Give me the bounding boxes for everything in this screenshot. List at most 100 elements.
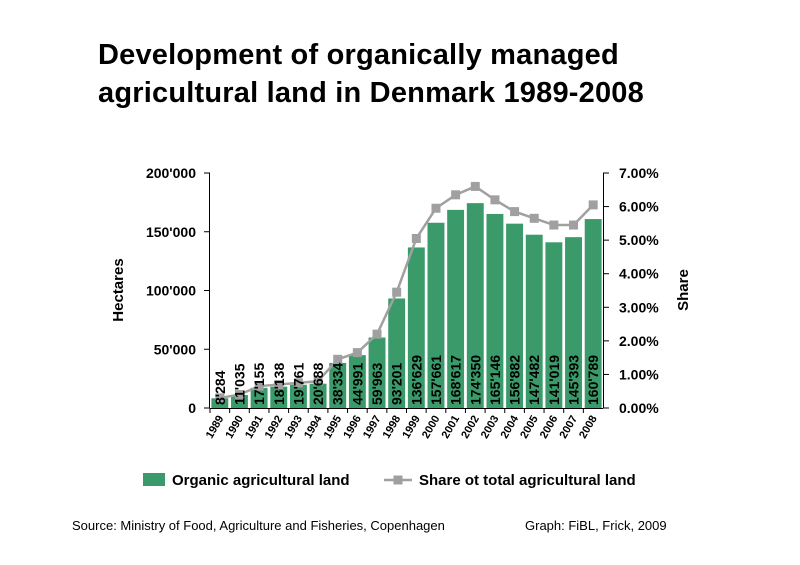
source-note: Source: Ministry of Food, Agriculture an… (72, 518, 445, 533)
data-label-2004: 156'882 (507, 355, 523, 405)
data-label-2003: 165'146 (487, 355, 503, 405)
data-label-1995: 38'334 (330, 363, 346, 405)
y2-tick-label-7: 7.00% (619, 165, 659, 181)
data-label-1992: 18'138 (271, 363, 287, 405)
bar-2006 (545, 242, 563, 408)
bar-2002 (466, 203, 484, 408)
bar-1991 (250, 387, 268, 408)
y2-tick-label-6: 6.00% (619, 199, 659, 215)
share-point-2004 (510, 207, 520, 217)
share-point-1999 (411, 233, 421, 243)
x-tick-label-1992: 1992 (263, 414, 286, 441)
share-point-1993 (293, 378, 303, 388)
x-tick-label-2001: 2001 (440, 414, 463, 441)
data-label-1990: 11'035 (231, 363, 247, 405)
share-point-1996 (352, 348, 362, 358)
share-point-1989 (215, 393, 225, 403)
x-tick-label-2006: 2006 (538, 414, 561, 441)
bar-1992 (270, 386, 288, 408)
x-tick-label-1991: 1991 (243, 414, 266, 441)
x-tick-label-1998: 1998 (381, 414, 404, 441)
share-point-2007 (569, 220, 579, 230)
x-tick-label-1997: 1997 (361, 414, 384, 441)
bar-2008 (584, 219, 602, 408)
data-label-2002: 174'350 (467, 355, 483, 405)
x-tick-label-2003: 2003 (479, 414, 502, 441)
x-tick-label-1999: 1999 (400, 414, 423, 441)
data-label-1994: 20'688 (310, 363, 326, 405)
bar-1989 (211, 398, 229, 408)
x-tick-label-1989: 1989 (204, 414, 227, 441)
share-point-1991 (254, 381, 264, 391)
y-tick-label-4: 200'000 (146, 165, 196, 181)
share-point-1995 (333, 354, 343, 364)
share-point-1998 (392, 287, 402, 297)
bar-2003 (486, 213, 504, 408)
chart-title-line-1: Development of organically managed (98, 39, 619, 71)
bar-2001 (447, 209, 465, 408)
legend-label-bars: Organic agricultural land (172, 472, 350, 489)
legend-label-line: Share ot total agricultural land (419, 472, 636, 489)
data-label-1998: 93'201 (389, 363, 405, 405)
x-tick-label-2007: 2007 (557, 414, 580, 441)
y2-tick-label-5: 5.00% (619, 232, 659, 248)
y2-tick-label-4: 4.00% (619, 266, 659, 282)
share-point-2000 (431, 203, 441, 213)
chart-title-line-2: agricultural land in Denmark 1989-2008 (98, 77, 644, 109)
x-tick-label-2008: 2008 (577, 414, 600, 441)
chart-title: Development of organically managed agric… (98, 36, 644, 112)
data-label-2001: 168'617 (448, 355, 464, 405)
share-point-1992 (274, 380, 284, 389)
x-tick-label-1995: 1995 (322, 414, 345, 441)
data-label-1991: 17'155 (251, 363, 267, 405)
bar-1999 (407, 247, 425, 408)
y-axis-title: Hectares (110, 258, 127, 321)
share-point-2003 (490, 195, 500, 205)
bar-1997 (368, 337, 386, 408)
x-tick-label-2004: 2004 (499, 413, 522, 441)
share-point-2002 (470, 181, 480, 191)
y2-tick-label-2: 2.00% (619, 333, 659, 349)
data-label-2000: 157'661 (428, 355, 444, 405)
y-tick-label-2: 100'000 (146, 283, 196, 299)
x-tick-label-2005: 2005 (518, 414, 541, 441)
data-label-1996: 44'991 (349, 363, 365, 405)
x-tick-label-1996: 1996 (341, 414, 364, 441)
bar-1995 (329, 362, 347, 408)
share-point-2008 (588, 200, 598, 210)
x-tick-label-1990: 1990 (223, 414, 246, 441)
share-point-2005 (529, 213, 539, 223)
share-point-2006 (549, 220, 559, 230)
legend-swatch-bars (143, 473, 165, 486)
y2-tick-label-1: 1.00% (619, 366, 659, 382)
share-point-2001 (451, 190, 461, 200)
bar-2005 (525, 234, 543, 408)
x-tick-label-2000: 2000 (420, 414, 443, 441)
data-label-1999: 136'629 (408, 355, 424, 405)
data-label-1997: 59'963 (369, 363, 385, 405)
data-label-2006: 141'019 (546, 355, 562, 405)
x-tick-label-1994: 1994 (302, 413, 325, 441)
bar-2000 (427, 222, 445, 408)
y-tick-label-0: 0 (188, 400, 196, 416)
bar-1996 (348, 355, 366, 408)
x-tick-label-2002: 2002 (459, 414, 482, 441)
bar-1998 (388, 298, 406, 408)
bar-1993 (289, 384, 307, 408)
y2-tick-label-3: 3.00% (619, 299, 659, 315)
chart: 8'284 11'035 17'155 18'138 19'761 20'688 38'33… (110, 165, 692, 489)
data-label-2005: 147'482 (526, 355, 542, 405)
graph-credit: Graph: FiBL, Frick, 2009 (525, 518, 667, 533)
data-label-1993: 19'761 (290, 363, 306, 405)
y-tick-label-3: 150'000 (146, 224, 196, 240)
y2-tick-label-0: 0.00% (619, 400, 659, 416)
legend-swatch-marker (393, 475, 403, 485)
x-tick-label-1993: 1993 (282, 414, 305, 441)
share-point-1990 (234, 390, 244, 400)
y2-axis-title: Share (675, 269, 692, 311)
share-point-1994 (313, 376, 323, 386)
data-label-2007: 145'393 (566, 355, 582, 405)
y-tick-label-1: 50'000 (154, 341, 196, 357)
bar-2004 (506, 223, 524, 408)
share-point-1997 (372, 329, 382, 339)
